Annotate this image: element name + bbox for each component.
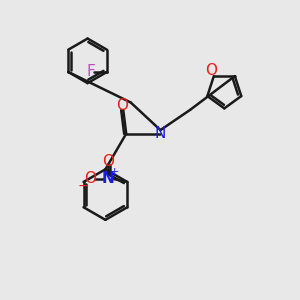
Text: O: O <box>84 172 96 187</box>
Text: O: O <box>116 98 128 113</box>
Text: −: − <box>78 178 89 193</box>
Text: O: O <box>102 154 114 169</box>
Text: N: N <box>155 126 166 141</box>
Text: F: F <box>86 64 95 80</box>
Text: O: O <box>205 63 217 78</box>
Text: N: N <box>102 172 114 187</box>
Text: +: + <box>110 167 119 177</box>
